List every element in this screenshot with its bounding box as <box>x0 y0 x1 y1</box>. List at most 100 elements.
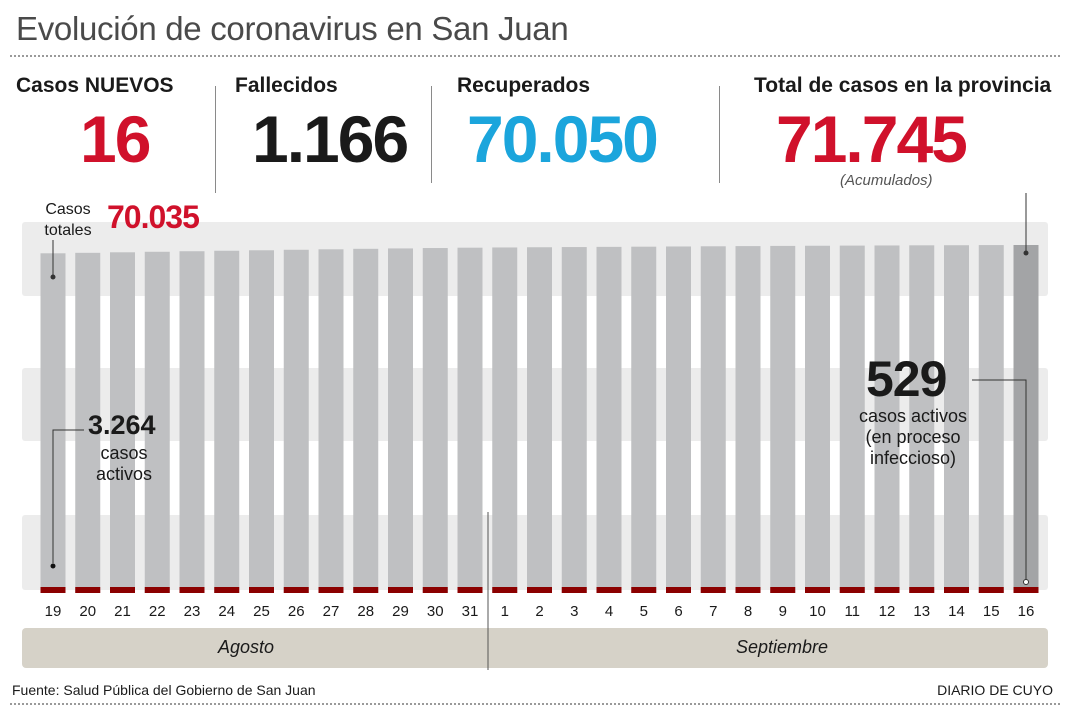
x-tick-label: 12 <box>879 603 896 620</box>
x-tick-label: 20 <box>79 603 96 620</box>
x-tick-label: 30 <box>427 603 444 620</box>
nuevos-label: Casos NUEVOS <box>16 74 174 97</box>
x-tick-label: 14 <box>948 603 965 620</box>
active-bar <box>909 587 935 593</box>
active-bar <box>666 587 691 593</box>
active-bar <box>214 587 240 593</box>
active-bar <box>1013 587 1039 593</box>
x-tick-label: 25 <box>253 603 270 620</box>
active-bar <box>110 587 135 593</box>
total-bar <box>805 245 830 593</box>
x-tick-label: 1 <box>501 603 509 620</box>
recuperados-value: 70.050 <box>467 102 659 176</box>
x-tick-label: 8 <box>744 603 752 620</box>
x-tick-label: 26 <box>288 603 305 620</box>
x-tick-label: 11 <box>844 603 860 620</box>
total-value: 71.745 <box>776 102 968 176</box>
end-active-label: casos activos (en proceso infeccioso) <box>858 406 968 468</box>
stat-divider <box>719 86 720 183</box>
end-active-value: 529 <box>866 351 947 407</box>
total-bar <box>457 247 483 594</box>
leader-line <box>972 379 1027 580</box>
month-agosto: Agosto <box>218 637 275 657</box>
total-bar <box>388 248 413 593</box>
nuevos-value: 16 <box>80 102 151 176</box>
leader-dot <box>50 274 56 280</box>
total-bar <box>700 246 726 593</box>
x-tick-label: 16 <box>1018 603 1035 620</box>
x-tick-label: 31 <box>462 603 479 620</box>
total-bar <box>631 246 657 593</box>
active-bar <box>283 587 309 593</box>
title-rule <box>10 55 1060 57</box>
leader-dot <box>1023 579 1029 585</box>
total-bar <box>735 246 761 593</box>
x-tick-label: 21 <box>114 603 131 620</box>
active-bar <box>353 587 379 593</box>
fallecidos-value: 1.166 <box>252 102 409 176</box>
x-tick-label: 29 <box>392 603 409 620</box>
x-tick-label: 19 <box>45 603 62 620</box>
active-bar <box>75 587 101 593</box>
total-bar <box>318 249 344 593</box>
x-tick-label: 28 <box>357 603 374 620</box>
active-bar <box>527 587 552 593</box>
x-tick-label: 27 <box>323 603 340 620</box>
x-tick-label: 9 <box>779 603 787 620</box>
total-bar <box>839 245 865 593</box>
chart-title: Evolución de coronavirus en San Juan <box>16 10 569 47</box>
start-active-label: casos activos <box>95 443 153 484</box>
total-label: Total de casos en la provincia <box>754 74 1052 97</box>
active-bar <box>179 587 205 593</box>
total-bar <box>874 245 900 593</box>
active-bar <box>978 587 1004 593</box>
active-bar <box>144 587 170 593</box>
month-septiembre: Septiembre <box>736 637 829 657</box>
source-footer: Fuente: Salud Pública del Gobierno de Sa… <box>12 682 316 698</box>
active-bar <box>40 587 66 593</box>
total-bar <box>770 245 796 593</box>
leader-dot <box>50 563 56 569</box>
x-tick-label: 10 <box>809 603 826 620</box>
x-tick-label: 24 <box>218 603 235 620</box>
total-bar <box>249 250 274 593</box>
x-tick-label: 23 <box>184 603 201 620</box>
bottom-rule <box>10 703 1060 705</box>
recuperados-label: Recuperados <box>457 74 591 97</box>
total-bar <box>978 245 1004 593</box>
total-bar <box>909 245 935 593</box>
x-tick-label: 5 <box>640 603 648 620</box>
stat-divider <box>215 86 216 193</box>
x-tick-label: 6 <box>674 603 682 620</box>
active-bar <box>700 587 726 593</box>
stat-divider <box>431 86 432 183</box>
active-bar <box>839 587 865 593</box>
active-bar <box>249 587 274 593</box>
active-bar <box>492 587 518 593</box>
active-bar <box>457 587 483 593</box>
total-bar <box>75 252 101 594</box>
total-bar <box>561 247 587 593</box>
total-bar <box>353 248 379 593</box>
active-bar <box>318 587 344 593</box>
x-tick-label: 4 <box>605 603 613 620</box>
total-bar <box>944 245 969 594</box>
total-bar <box>144 251 170 593</box>
leader-line <box>52 429 84 563</box>
active-bar <box>631 587 657 593</box>
x-tick-label: 2 <box>535 603 543 620</box>
x-tick-label: 3 <box>570 603 578 620</box>
active-bar <box>770 587 796 593</box>
x-tick-label: 13 <box>913 603 930 620</box>
active-bar <box>735 587 761 593</box>
casos-totales-value: 70.035 <box>107 199 200 235</box>
total-bar <box>214 250 240 593</box>
total-bar <box>596 246 622 594</box>
total-bar <box>666 246 691 593</box>
total-bar <box>492 247 518 593</box>
x-tick-label: 15 <box>983 603 1000 620</box>
month-strip <box>22 628 1048 668</box>
start-active-value: 3.264 <box>88 410 156 440</box>
active-bar <box>561 587 587 593</box>
total-bar <box>283 249 309 593</box>
